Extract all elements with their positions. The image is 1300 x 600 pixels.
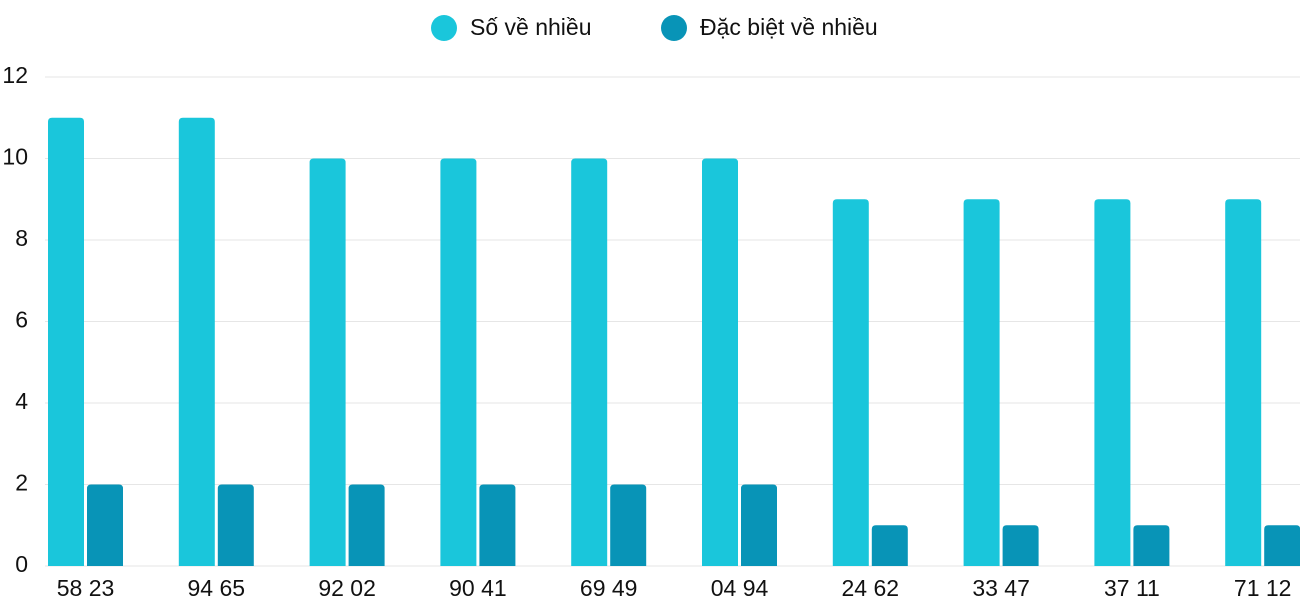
bar xyxy=(741,484,777,566)
bar xyxy=(610,484,647,566)
x-tick-label: 92 02 xyxy=(318,575,376,600)
legend-label: Đặc biệt về nhiều xyxy=(700,14,878,40)
bar xyxy=(1094,199,1131,566)
y-tick-label: 10 xyxy=(2,144,28,170)
legend-marker xyxy=(431,15,457,41)
x-tick-label: 37 11 xyxy=(1104,575,1160,600)
bar xyxy=(571,158,608,566)
y-tick-label: 6 xyxy=(15,307,28,333)
x-tick-label: 24 62 xyxy=(842,575,900,600)
bar xyxy=(1225,199,1262,566)
legend-marker xyxy=(661,15,687,41)
bar xyxy=(963,199,1000,566)
x-tick-label: 94 65 xyxy=(188,575,246,600)
y-tick-label: 2 xyxy=(15,470,28,496)
bar xyxy=(87,484,123,566)
y-tick-label: 4 xyxy=(15,388,28,414)
bar xyxy=(832,199,869,566)
bar xyxy=(871,525,908,566)
y-tick-label: 8 xyxy=(15,225,28,251)
x-tick-label: 71 12 xyxy=(1234,575,1292,600)
legend-label: Số về nhiều xyxy=(470,14,591,40)
bar xyxy=(440,158,477,566)
x-tick-label: 90 41 xyxy=(449,575,507,600)
bar xyxy=(1133,525,1170,566)
bar xyxy=(309,158,346,566)
bar xyxy=(48,117,84,566)
bar xyxy=(479,484,516,566)
bar xyxy=(1002,525,1039,566)
x-tick-label: 69 49 xyxy=(580,575,638,600)
bar xyxy=(348,484,385,566)
x-tick-label: 04 94 xyxy=(711,575,769,600)
bar xyxy=(1264,525,1300,566)
x-tick-label: 33 47 xyxy=(972,575,1030,600)
y-tick-label: 12 xyxy=(2,62,28,88)
bar xyxy=(702,158,738,566)
y-tick-label: 0 xyxy=(15,551,28,577)
x-tick-label: 58 23 xyxy=(57,575,115,600)
bar xyxy=(217,484,254,566)
bar xyxy=(178,117,215,566)
